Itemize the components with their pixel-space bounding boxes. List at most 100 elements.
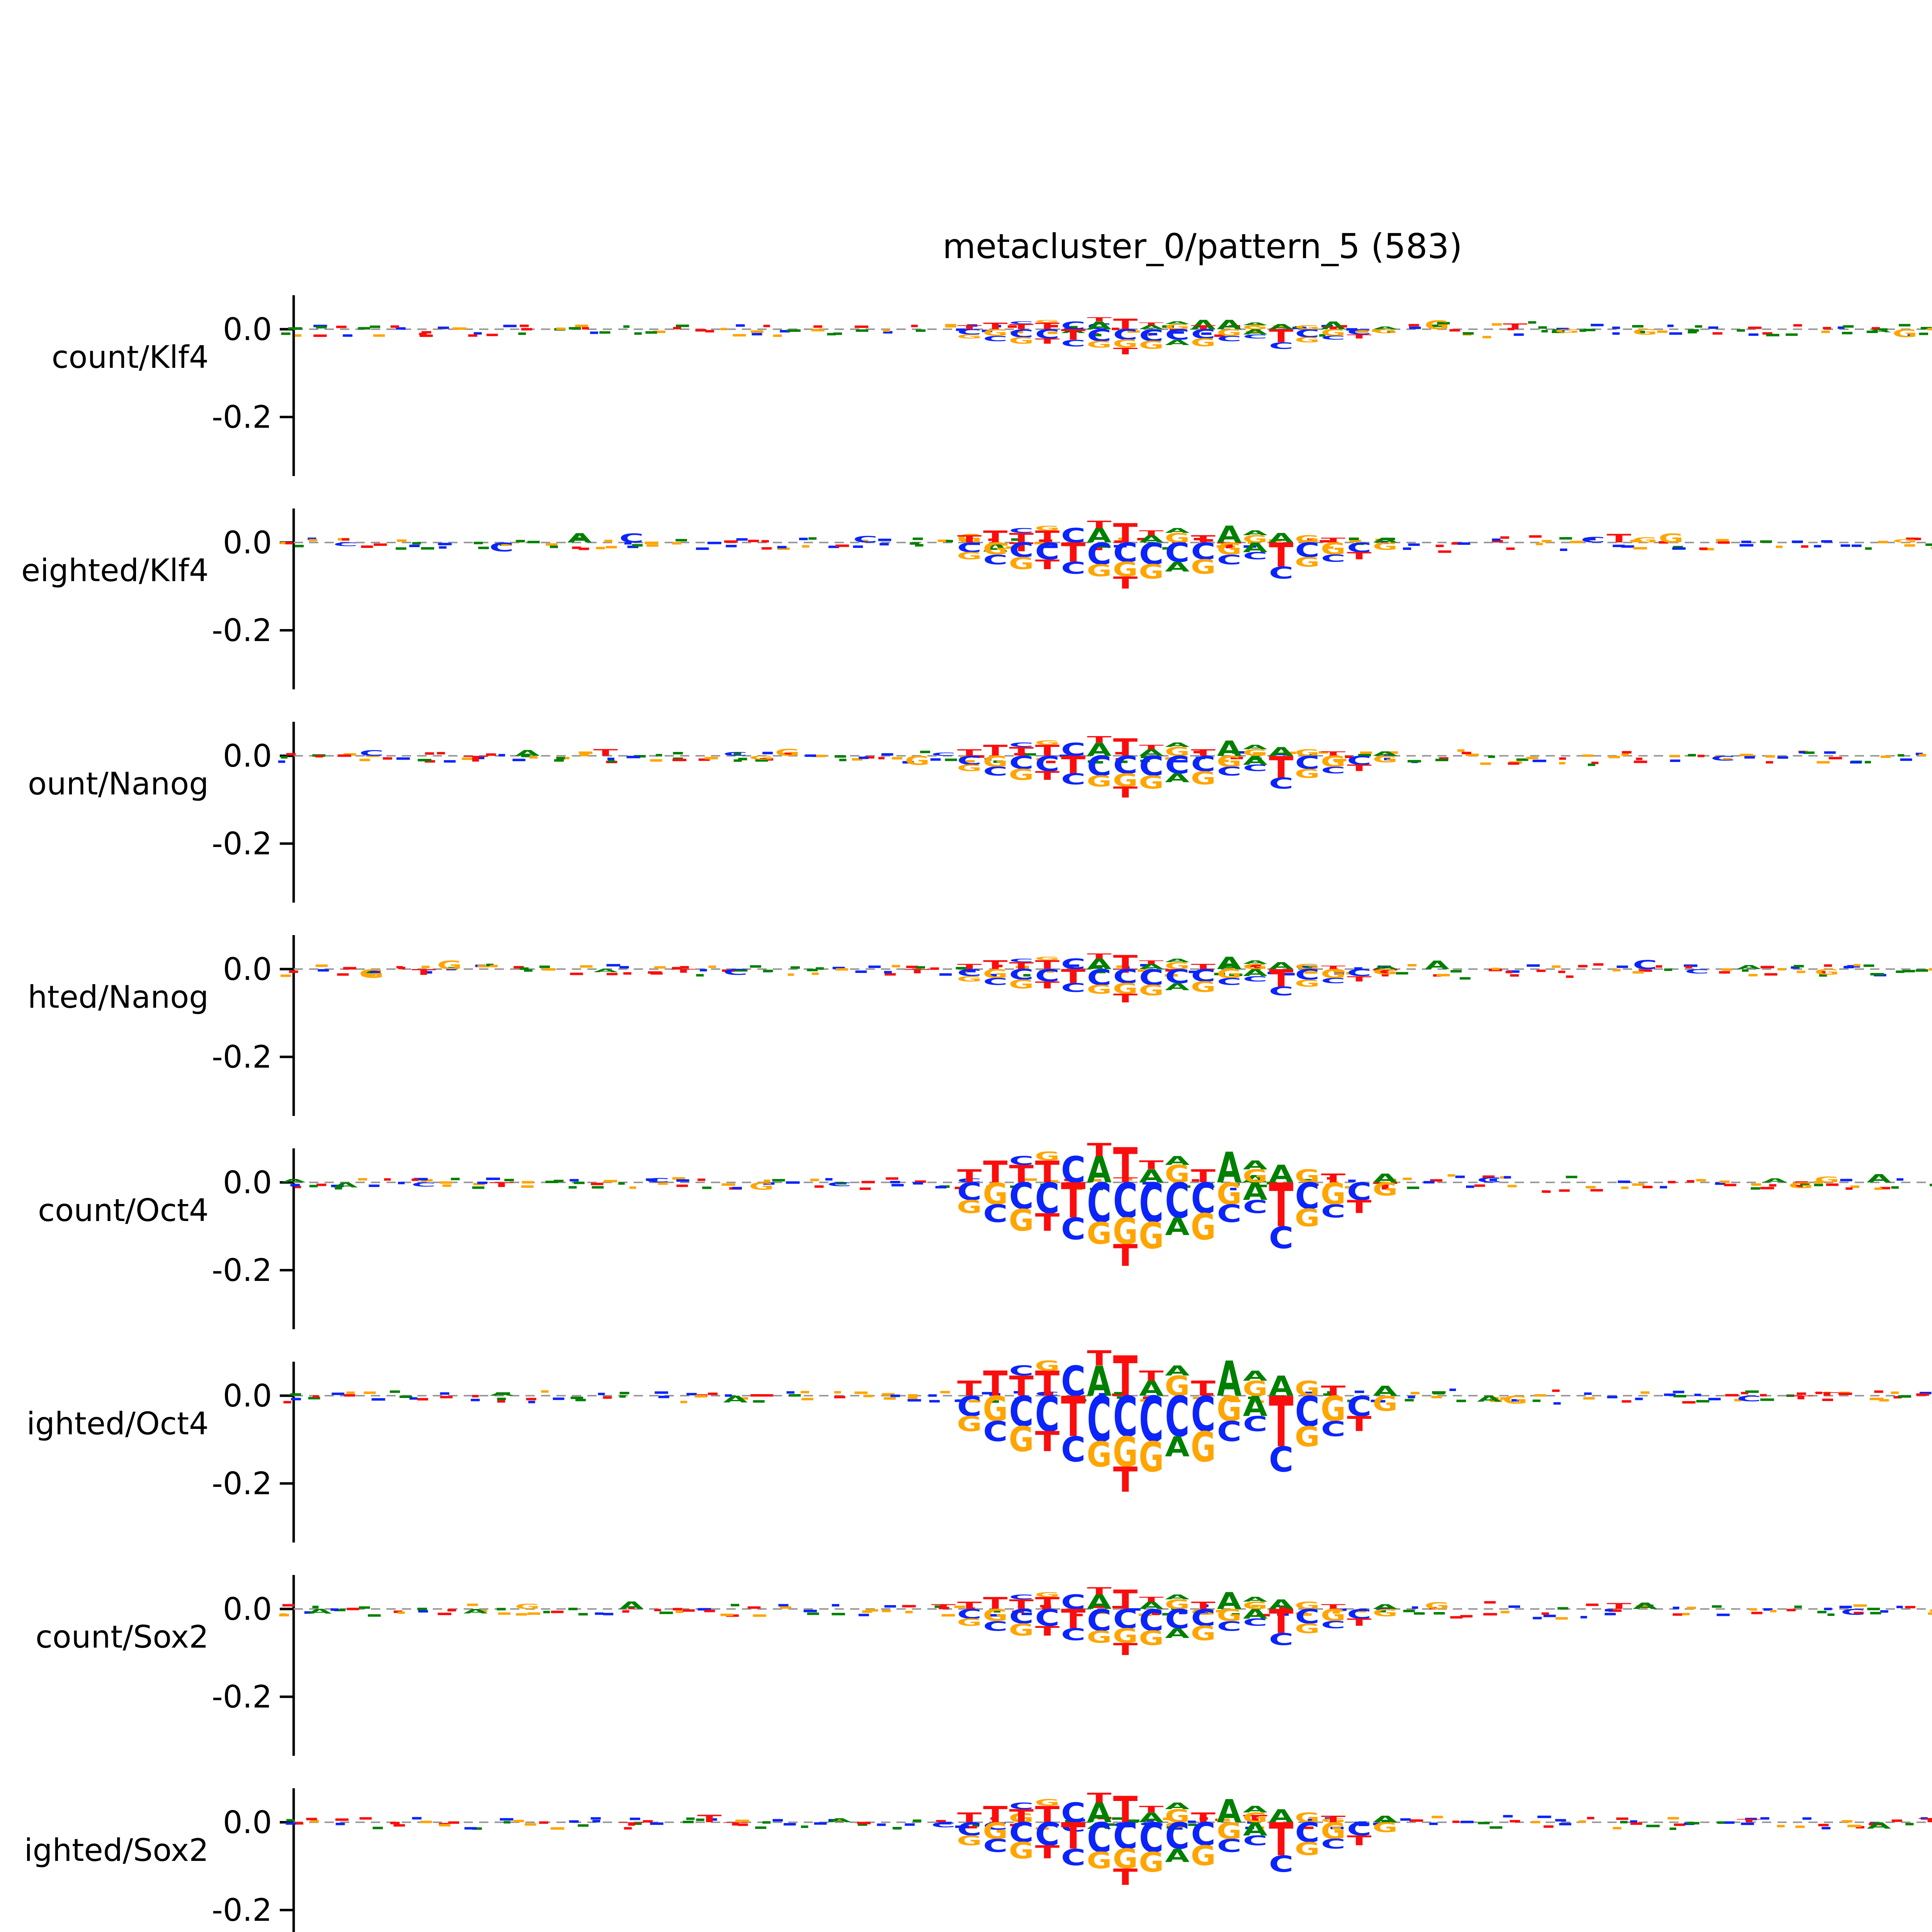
logo-letter-G: G	[1295, 1621, 1320, 1636]
svg-text:G: G	[1243, 1810, 1268, 1826]
logo-letter-G: G	[1217, 539, 1242, 558]
logo-letter-G: G	[1295, 747, 1320, 758]
svg-text:G: G	[1243, 1600, 1268, 1611]
svg-text:C: C	[957, 967, 982, 978]
logo-letter-C: C	[1243, 1617, 1268, 1628]
svg-text:G: G	[1243, 533, 1268, 545]
logo-letter-A: A	[1217, 521, 1242, 548]
svg-text:T: T	[1087, 1585, 1112, 1597]
logo-letter-G: G	[1087, 1628, 1112, 1647]
logo-letter-C: C	[1139, 1604, 1164, 1638]
svg-text:G: G	[957, 1617, 982, 1628]
svg-text:T: T	[983, 958, 1007, 972]
logo-letter-T: T	[1347, 763, 1371, 773]
logo-letter-A: A	[1269, 960, 1294, 971]
svg-text:A: A	[1165, 527, 1190, 534]
logo-letter-A: A	[1165, 1153, 1190, 1168]
logo-letter-T: T	[1347, 333, 1371, 340]
svg-text:T: T	[1347, 550, 1372, 562]
logo-letter-C: C	[957, 754, 982, 768]
logo-letter-C: C	[1061, 559, 1086, 578]
logo-letter-T: T	[1009, 745, 1033, 759]
svg-text:C: C	[1035, 966, 1060, 986]
svg-text:G: G	[1372, 328, 1398, 335]
svg-text:C: C	[983, 1619, 1008, 1634]
logo-letter-C: C	[1035, 1175, 1060, 1223]
svg-text:G: G	[957, 333, 982, 340]
svg-text:T: T	[1009, 1160, 1033, 1188]
logo-letter-A: A	[1165, 1362, 1190, 1379]
svg-text:G: G	[1321, 1177, 1346, 1211]
svg-text:G: G	[1165, 531, 1190, 546]
logo-letter-G: G	[983, 967, 1008, 981]
logo-letter-C: C	[983, 1200, 1008, 1228]
svg-text:T: T	[1113, 784, 1138, 801]
logo-letter-G: G	[1217, 1605, 1242, 1625]
logo-letter-G: G	[957, 1617, 982, 1628]
logo-letter-C: C	[1243, 1197, 1268, 1218]
logo-letter-G: G	[1372, 1607, 1398, 1619]
svg-text:A: A	[1087, 1357, 1112, 1406]
logo-letter-C: C	[1347, 1819, 1372, 1840]
logo-letter-G: G	[1035, 1798, 1060, 1808]
svg-text:A: A	[1243, 540, 1268, 555]
y-tick-label: -0.2	[212, 1892, 272, 1928]
svg-text:C: C	[957, 540, 982, 555]
logo-letter-C: C	[1217, 976, 1242, 987]
logo-letter-C: C	[1113, 1821, 1138, 1829]
svg-text:G: G	[1009, 766, 1034, 784]
logo-letter-G: G	[1658, 531, 1684, 546]
logo-letter-C: C	[1009, 958, 1034, 963]
logo-letter-G: G	[1633, 536, 1658, 544]
logo-letter-G: G	[1035, 319, 1060, 323]
logo-letter-A: A	[1165, 958, 1190, 963]
svg-text:T: T	[1321, 1603, 1346, 1611]
svg-text:C: C	[1009, 539, 1034, 562]
logo-letter-T: T	[619, 1821, 644, 1827]
svg-text:G: G	[1165, 1160, 1190, 1188]
svg-text:A: A	[1243, 1819, 1268, 1840]
svg-text:G: G	[1035, 524, 1060, 532]
logo-letter-A: A	[1243, 967, 1268, 978]
svg-text:C: C	[1061, 338, 1086, 349]
logo-letter-G: G	[1165, 1160, 1190, 1188]
svg-text:C: C	[1217, 552, 1242, 568]
svg-text:T: T	[1087, 519, 1112, 531]
logo-letter-G: G	[1035, 739, 1060, 746]
svg-text:A: A	[1373, 326, 1398, 330]
svg-text:T: T	[619, 1821, 644, 1827]
logo-letter-C: C	[1191, 538, 1216, 565]
svg-text:G: G	[1372, 1607, 1398, 1619]
svg-text:G: G	[1217, 1177, 1242, 1211]
logo-letter-T: T	[1035, 742, 1060, 759]
svg-text:A: A	[1269, 1371, 1294, 1403]
svg-text:T: T	[1269, 326, 1293, 347]
logo-letter-G: G	[957, 550, 982, 562]
svg-text:C: C	[1061, 956, 1086, 973]
svg-text:C: C	[1113, 1604, 1138, 1635]
svg-text:T: T	[1269, 1813, 1293, 1866]
svg-text:T: T	[1139, 1368, 1163, 1384]
svg-text:T: T	[1009, 960, 1034, 971]
logo-letter-C: C	[1087, 750, 1112, 782]
logo-letter-G: G	[1191, 1423, 1216, 1471]
logo-letter-C: C	[1347, 540, 1372, 555]
svg-text:T: T	[489, 1181, 514, 1189]
svg-text:C: C	[983, 765, 1008, 779]
svg-text:C: C	[1035, 1390, 1060, 1397]
logo-letter-C: C	[931, 1821, 956, 1829]
svg-text:G: G	[1165, 1597, 1190, 1612]
logo-letter-T: T	[1113, 1138, 1138, 1194]
logo-letter-G: G	[1295, 533, 1320, 545]
logo-letter-A: A	[1165, 1845, 1190, 1866]
svg-text:C: C	[1295, 965, 1320, 970]
svg-text:G: G	[1009, 1811, 1034, 1825]
svg-text:G: G	[983, 1605, 1008, 1625]
delta-logo: TCGTGCTCCGTGCTCTCATCGTCGTATCGGACATCGAGCG…	[957, 1585, 1398, 1659]
svg-text:C: C	[1685, 968, 1709, 975]
logo-letter-G: G	[1009, 1838, 1034, 1864]
logo-letter-C: C	[723, 751, 748, 757]
logo-letter-G: G	[1139, 982, 1164, 999]
svg-text:A: A	[489, 1391, 514, 1396]
